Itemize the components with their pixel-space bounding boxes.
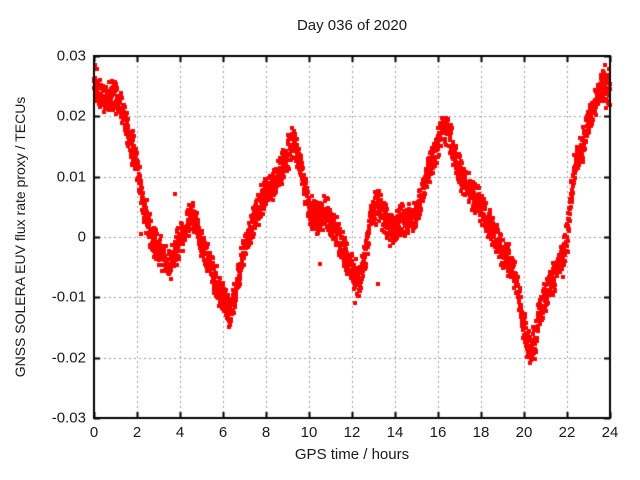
x-tick-label: 8 bbox=[261, 424, 271, 441]
x-axis-label: GPS time / hours bbox=[294, 446, 410, 463]
x-tick-label: 16 bbox=[429, 424, 447, 441]
x-tick-label: 18 bbox=[472, 424, 490, 441]
x-tick-label: 24 bbox=[601, 424, 619, 441]
x-tick-label: 2 bbox=[132, 424, 142, 441]
y-tick-label: 0.02 bbox=[56, 107, 86, 125]
x-tick-label: 22 bbox=[558, 424, 576, 441]
y-tick-label: -0.03 bbox=[51, 409, 86, 427]
x-tick-label: 14 bbox=[386, 424, 404, 441]
y-tick-label: -0.01 bbox=[51, 288, 86, 306]
x-tick-label: 20 bbox=[515, 424, 533, 441]
y-tick-label: 0.03 bbox=[56, 47, 86, 65]
chart-title: Day 036 of 2020 bbox=[296, 17, 408, 34]
x-tick-label: 0 bbox=[89, 424, 99, 441]
x-tick-label: 12 bbox=[343, 424, 361, 441]
x-tick-label: 4 bbox=[175, 424, 185, 441]
y-tick-label: 0.01 bbox=[56, 168, 86, 186]
y-tick-label: -0.02 bbox=[51, 349, 86, 367]
x-tick-label: 10 bbox=[300, 424, 318, 441]
y-tick-label: 0 bbox=[77, 228, 86, 246]
x-tick-label: 6 bbox=[218, 424, 228, 441]
